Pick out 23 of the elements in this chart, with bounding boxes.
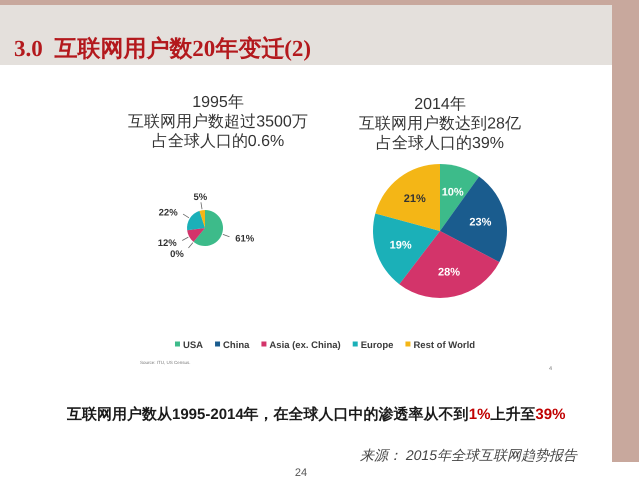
source-note: 来源： 2015年全球互联网趋势报告 (360, 447, 578, 463)
data-label: 22% (158, 207, 178, 218)
data-label: 61% (235, 234, 255, 245)
data-label: 21% (404, 193, 426, 206)
data-label: 23% (469, 216, 492, 228)
chart-title: 1995年 (192, 94, 244, 111)
legend-label: Europe (360, 340, 394, 351)
legend-label: Asia (ex. China) (269, 340, 341, 351)
chart-subtitle: 互联网用户数超过3500万占全球人口的0.6% (128, 112, 308, 150)
text: 3.0 互联网用户数20年变迁(2) (14, 35, 312, 61)
legend-label: USA (182, 340, 204, 351)
data-label: 10% (442, 186, 464, 198)
legend-label: Rest of World (413, 340, 476, 351)
text: 互联网用户数从1995-2014年，在全球人口中的渗透率从不到1%上升至39% (66, 405, 566, 423)
legend-label: China (223, 340, 250, 351)
data-label: 5% (193, 192, 208, 203)
data-label: 12% (158, 238, 178, 249)
text: 0% (170, 248, 184, 260)
chart-title: 2014年 (414, 96, 466, 113)
data-label: 28% (438, 266, 460, 279)
text: 24 (294, 467, 308, 479)
data-label: 19% (390, 239, 412, 252)
chart-subtitle: 互联网用户数达到28亿占全球人口的39% (359, 114, 521, 152)
